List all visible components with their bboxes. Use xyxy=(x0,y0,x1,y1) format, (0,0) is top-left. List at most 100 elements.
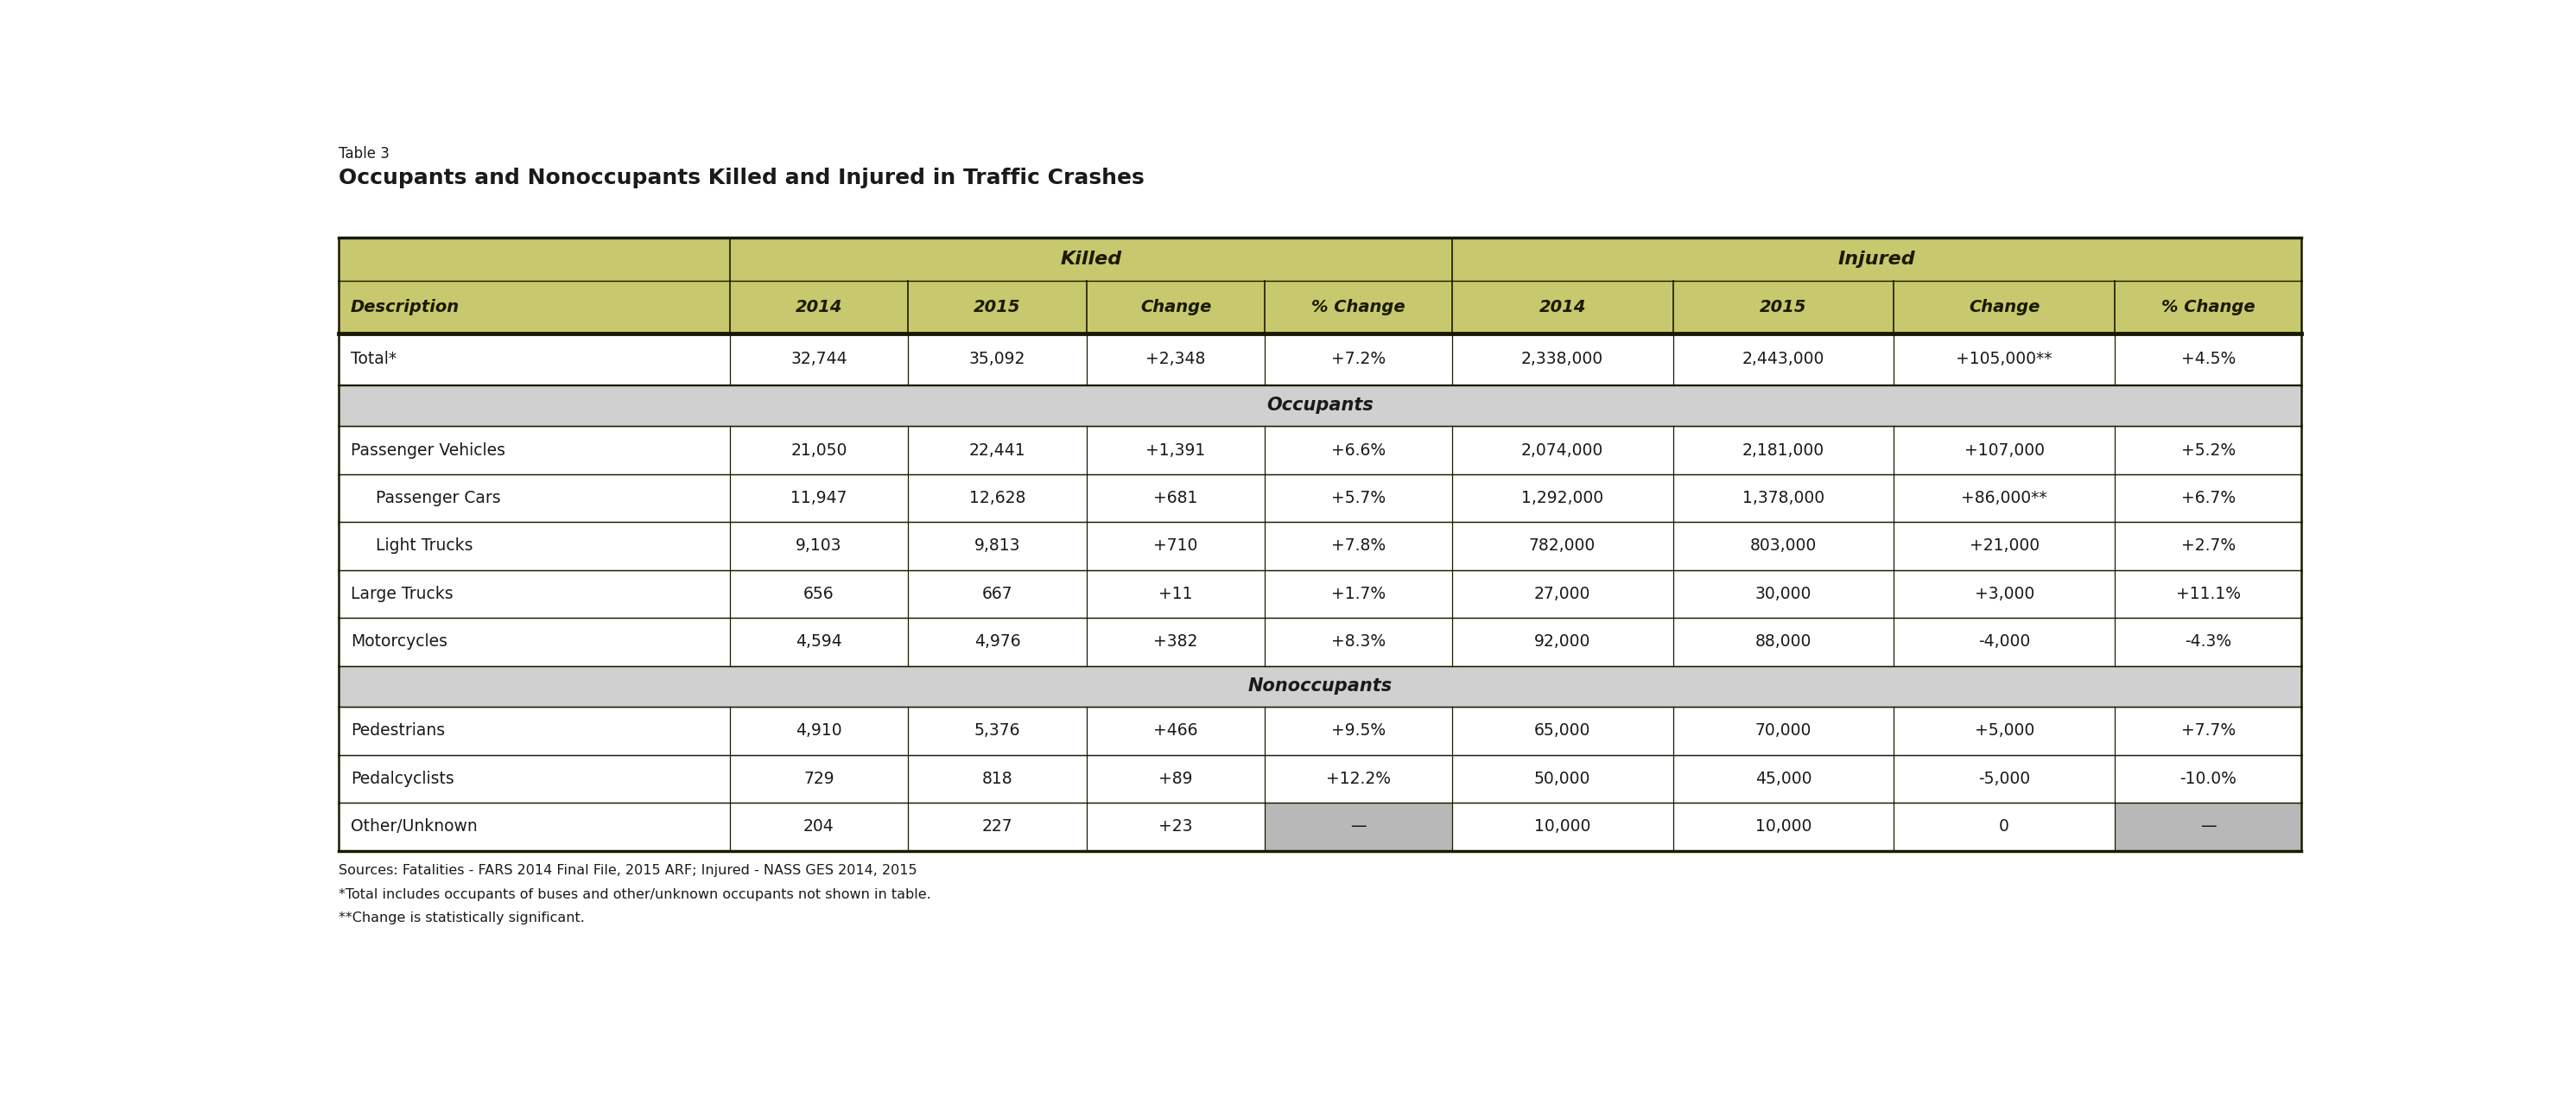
Text: 4,594: 4,594 xyxy=(796,634,842,650)
Text: 4,910: 4,910 xyxy=(796,722,842,739)
Text: +7.7%: +7.7% xyxy=(2182,722,2236,739)
Text: 1,378,000: 1,378,000 xyxy=(1741,490,1824,506)
Text: -10.0%: -10.0% xyxy=(2179,770,2236,787)
Text: 656: 656 xyxy=(804,586,835,603)
Text: +5.7%: +5.7% xyxy=(1332,490,1386,506)
Text: 2015: 2015 xyxy=(1759,299,1806,315)
Text: 30,000: 30,000 xyxy=(1754,586,1811,603)
Text: 12,628: 12,628 xyxy=(969,490,1025,506)
Text: 4,976: 4,976 xyxy=(974,634,1020,650)
Text: 667: 667 xyxy=(981,586,1012,603)
Text: **Change is statistically significant.: **Change is statistically significant. xyxy=(337,912,585,925)
Text: Motorcycles: Motorcycles xyxy=(350,634,448,650)
Text: Total*: Total* xyxy=(350,351,397,367)
Text: +8.3%: +8.3% xyxy=(1332,634,1386,650)
Text: +681: +681 xyxy=(1154,490,1198,506)
Text: 2,443,000: 2,443,000 xyxy=(1741,351,1824,367)
Text: +11: +11 xyxy=(1159,586,1193,603)
Text: Other/Unknown: Other/Unknown xyxy=(350,818,477,835)
Text: 204: 204 xyxy=(804,818,835,835)
Text: 5,376: 5,376 xyxy=(974,722,1020,739)
Text: —: — xyxy=(2200,818,2215,835)
Text: 2015: 2015 xyxy=(974,299,1020,315)
Bar xyxy=(337,755,2303,803)
Bar xyxy=(337,474,2303,522)
Text: 70,000: 70,000 xyxy=(1754,722,1811,739)
Text: 22,441: 22,441 xyxy=(969,442,1025,458)
Text: Passenger Cars: Passenger Cars xyxy=(376,490,500,506)
Text: +21,000: +21,000 xyxy=(1968,538,2040,555)
Bar xyxy=(2115,803,2303,851)
Text: % Change: % Change xyxy=(1311,299,1406,315)
Text: +4.5%: +4.5% xyxy=(2182,351,2236,367)
Text: +89: +89 xyxy=(1159,770,1193,787)
Text: Sources: Fatalities - FARS 2014 Final File, 2015 ARF; Injured - NASS GES 2014, 2: Sources: Fatalities - FARS 2014 Final Fi… xyxy=(337,864,917,877)
Text: 45,000: 45,000 xyxy=(1754,770,1811,787)
Text: Killed: Killed xyxy=(1061,250,1121,268)
Text: +9.5%: +9.5% xyxy=(1332,722,1386,739)
Text: Description: Description xyxy=(350,299,459,315)
Text: +7.2%: +7.2% xyxy=(1332,351,1386,367)
Text: -5,000: -5,000 xyxy=(1978,770,2030,787)
Text: 1,292,000: 1,292,000 xyxy=(1522,490,1602,506)
Text: +11.1%: +11.1% xyxy=(2177,586,2241,603)
Text: 9,813: 9,813 xyxy=(974,538,1020,555)
Text: 92,000: 92,000 xyxy=(1535,634,1589,650)
Text: Change: Change xyxy=(1968,299,2040,315)
Text: Pedalcyclists: Pedalcyclists xyxy=(350,770,453,787)
Text: 9,103: 9,103 xyxy=(796,538,842,555)
Text: +5,000: +5,000 xyxy=(1973,722,2035,739)
Text: +1.7%: +1.7% xyxy=(1332,586,1386,603)
Text: Occupants: Occupants xyxy=(1267,397,1373,415)
Text: 2,181,000: 2,181,000 xyxy=(1741,442,1824,458)
Text: +2,348: +2,348 xyxy=(1146,351,1206,367)
Text: Large Trucks: Large Trucks xyxy=(350,586,453,603)
Text: 10,000: 10,000 xyxy=(1754,818,1811,835)
Text: 65,000: 65,000 xyxy=(1535,722,1589,739)
Bar xyxy=(337,707,2303,755)
Text: 2,338,000: 2,338,000 xyxy=(1522,351,1602,367)
Bar xyxy=(337,426,2303,474)
Text: 782,000: 782,000 xyxy=(1530,538,1595,555)
Text: -4.3%: -4.3% xyxy=(2184,634,2231,650)
Text: +466: +466 xyxy=(1154,722,1198,739)
Text: +6.6%: +6.6% xyxy=(1332,442,1386,458)
Text: +6.7%: +6.7% xyxy=(2182,490,2236,506)
Text: % Change: % Change xyxy=(2161,299,2254,315)
Text: +107,000: +107,000 xyxy=(1963,442,2045,458)
Text: *Total includes occupants of buses and other/unknown occupants not shown in tabl: *Total includes occupants of buses and o… xyxy=(337,888,930,901)
Bar xyxy=(337,333,2303,385)
Text: 2014: 2014 xyxy=(796,299,842,315)
Text: +1,391: +1,391 xyxy=(1146,442,1206,458)
Text: 227: 227 xyxy=(981,818,1012,835)
Text: Occupants and Nonoccupants Killed and Injured in Traffic Crashes: Occupants and Nonoccupants Killed and In… xyxy=(337,168,1144,188)
Text: Nonoccupants: Nonoccupants xyxy=(1247,678,1394,695)
Text: Light Trucks: Light Trucks xyxy=(376,538,474,555)
Text: +105,000**: +105,000** xyxy=(1955,351,2053,367)
Text: 35,092: 35,092 xyxy=(969,351,1025,367)
Bar xyxy=(337,665,2303,707)
Text: +12.2%: +12.2% xyxy=(1327,770,1391,787)
Text: 10,000: 10,000 xyxy=(1535,818,1589,835)
Text: +2.7%: +2.7% xyxy=(2182,538,2236,555)
Text: Pedestrians: Pedestrians xyxy=(350,722,446,739)
Text: Passenger Vehicles: Passenger Vehicles xyxy=(350,442,505,458)
Bar xyxy=(337,385,2303,426)
Text: 21,050: 21,050 xyxy=(791,442,848,458)
Bar xyxy=(337,238,2303,282)
Text: +86,000**: +86,000** xyxy=(1960,490,2048,506)
Text: 0: 0 xyxy=(1999,818,2009,835)
Text: 803,000: 803,000 xyxy=(1749,538,1816,555)
Bar xyxy=(337,618,2303,665)
Text: +7.8%: +7.8% xyxy=(1332,538,1386,555)
Bar xyxy=(1265,803,1453,851)
Text: 32,744: 32,744 xyxy=(791,351,848,367)
Bar xyxy=(337,522,2303,570)
Text: 50,000: 50,000 xyxy=(1535,770,1589,787)
Text: +23: +23 xyxy=(1159,818,1193,835)
Text: 2014: 2014 xyxy=(1538,299,1587,315)
Text: +382: +382 xyxy=(1154,634,1198,650)
Text: Change: Change xyxy=(1141,299,1211,315)
Text: —: — xyxy=(1350,818,1365,835)
Text: Table 3: Table 3 xyxy=(337,146,389,162)
